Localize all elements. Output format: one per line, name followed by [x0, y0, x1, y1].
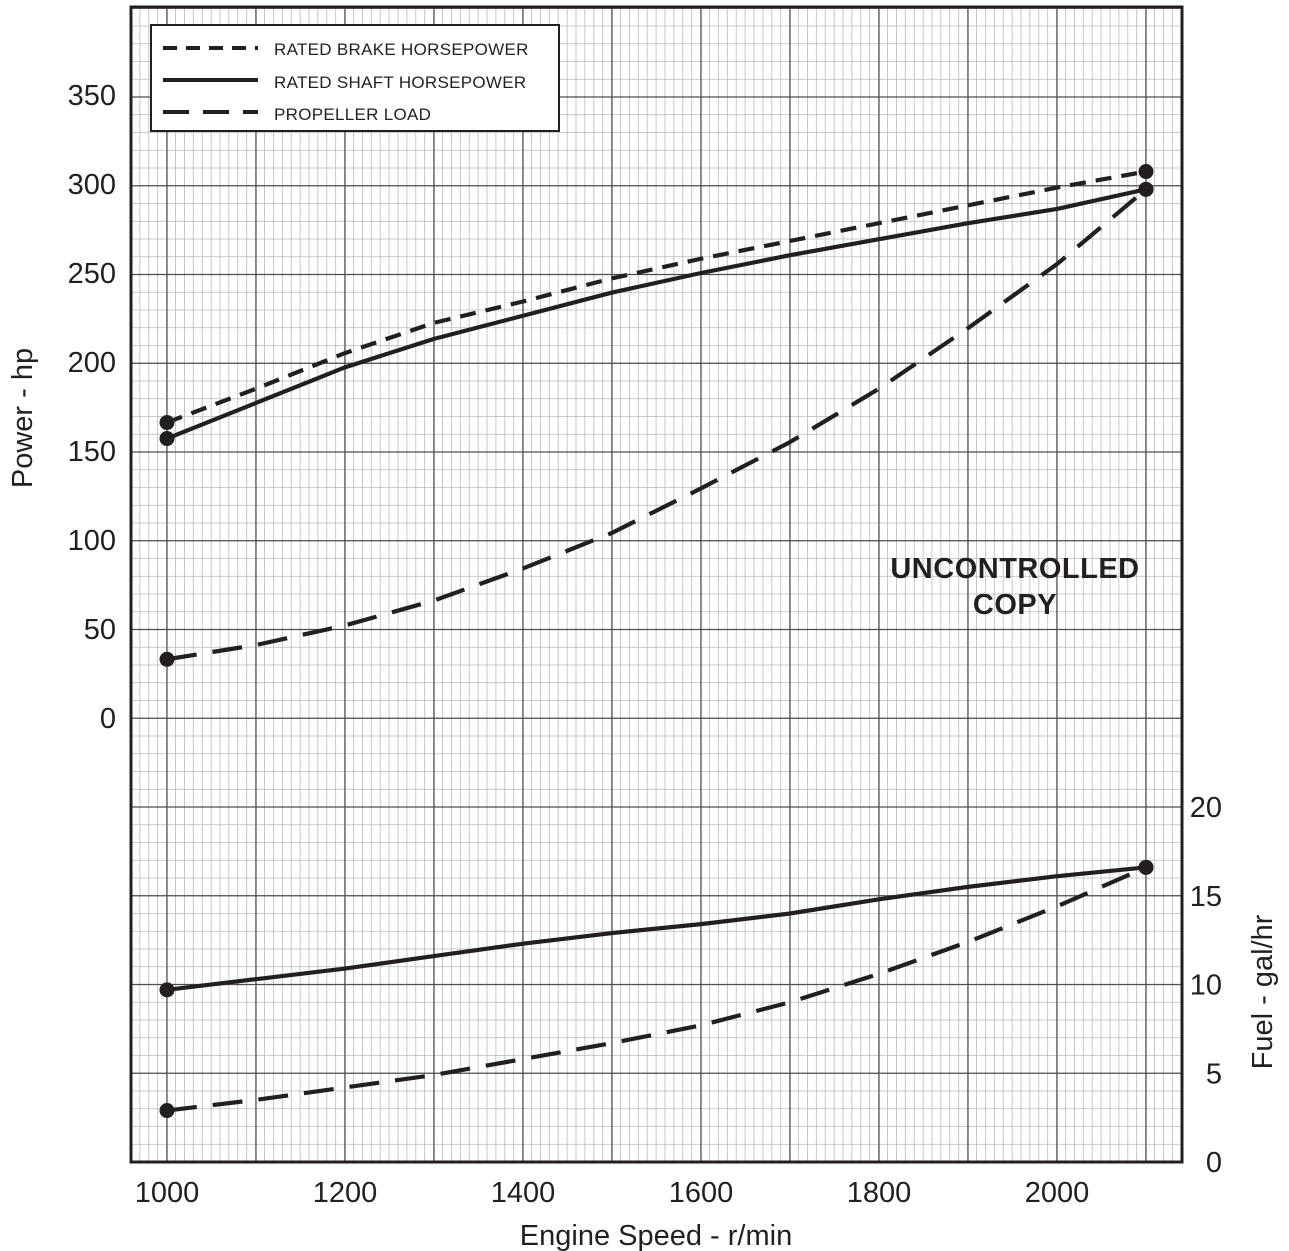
- legend-label-shaft: RATED SHAFT HORSEPOWER: [274, 73, 527, 92]
- x-tick-labels: 1000 1200 1400 1600 1800 2000: [135, 1177, 1090, 1209]
- power-tick-label: 100: [68, 525, 116, 557]
- power-tick-label: 350: [68, 80, 116, 112]
- fuel-axis-title: Fuel - gal/hr: [1247, 914, 1279, 1069]
- x-tick-label: 1600: [669, 1177, 734, 1209]
- fuel-tick-label: 15: [1190, 881, 1222, 913]
- power-point-rated-brake-horsepower: [1138, 164, 1154, 180]
- power-tick-labels: 0 50 100 150 200 250 300 350: [68, 80, 116, 735]
- power-tick-label: 0: [100, 703, 116, 735]
- fuel-tick-label: 20: [1190, 792, 1222, 824]
- fuel-tick-label: 0: [1206, 1147, 1222, 1179]
- power-tick-label: 200: [68, 347, 116, 379]
- x-tick-label: 1000: [135, 1177, 200, 1209]
- power-point-rated-brake-horsepower: [159, 415, 175, 431]
- fuel-tick-label: 5: [1206, 1058, 1222, 1090]
- fuel-point-propeller-load: [1138, 859, 1154, 875]
- x-axis-title: Engine Speed - r/min: [520, 1220, 792, 1251]
- power-axis-title: Power - hp: [7, 348, 39, 488]
- power-line-propeller-load: [166, 187, 1148, 662]
- power-tick-label: 300: [68, 169, 116, 201]
- fuel-line-propeller-load: [166, 865, 1147, 1113]
- series-markers: [159, 164, 1154, 1119]
- legend-label-propeller: PROPELLER LOAD: [274, 105, 431, 124]
- fuel-point-propeller-load: [159, 1103, 175, 1119]
- fuel-point-rated-shaft-horsepower: [159, 982, 175, 998]
- uncontrolled-copy-stamp-line-2: COPY: [973, 589, 1057, 621]
- legend-label-brake: RATED BRAKE HORSEPOWER: [274, 40, 529, 59]
- power-tick-label: 50: [84, 614, 116, 646]
- power-point-rated-shaft-horsepower: [159, 431, 175, 447]
- power-point-propeller-load: [1138, 181, 1154, 197]
- plot-frame: [129, 5, 1184, 1164]
- fuel-tick-labels: 0 5 10 15 20: [1190, 792, 1222, 1179]
- power-tick-label: 150: [68, 436, 116, 468]
- series-lines: [166, 169, 1148, 1113]
- power-line-rated-shaft-horsepower: [166, 187, 1147, 441]
- x-tick-label: 1400: [491, 1177, 556, 1209]
- x-tick-label: 2000: [1025, 1177, 1090, 1209]
- power-line-rated-brake-horsepower: [166, 169, 1147, 425]
- power-tick-label: 250: [68, 258, 116, 290]
- x-tick-label: 1800: [847, 1177, 912, 1209]
- fuel-tick-label: 10: [1190, 970, 1222, 1002]
- x-tick-label: 1200: [313, 1177, 378, 1209]
- fuel-line-rated-shaft-horsepower: [166, 865, 1147, 992]
- power-point-propeller-load: [159, 651, 175, 667]
- legend: RATED BRAKE HORSEPOWER RATED SHAFT HORSE…: [150, 24, 560, 132]
- uncontrolled-copy-stamp-line-1: UNCONTROLLED: [890, 553, 1139, 585]
